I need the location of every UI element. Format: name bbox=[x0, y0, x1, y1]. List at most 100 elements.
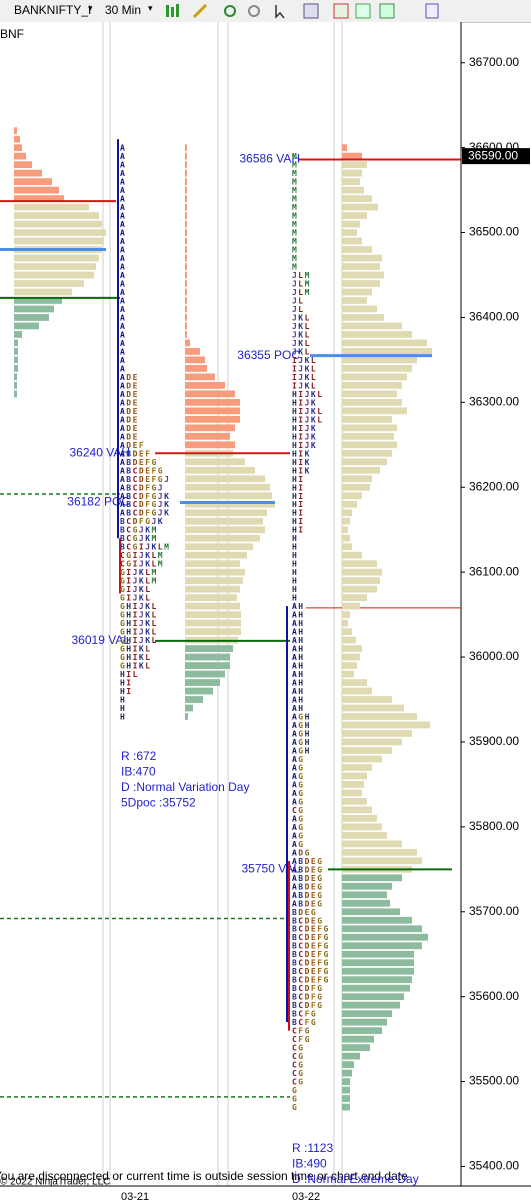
tpo-letter: H bbox=[126, 636, 131, 645]
tpo-row: AG bbox=[292, 763, 303, 772]
volume-bar bbox=[14, 339, 18, 347]
interval-selector[interactable]: 30 Min bbox=[105, 3, 142, 17]
draw-icon[interactable] bbox=[192, 3, 208, 19]
tpo-letter: A bbox=[120, 211, 125, 220]
tpo-letter: B bbox=[298, 865, 303, 874]
tpo-letter: I bbox=[133, 559, 138, 568]
volume-bar bbox=[185, 365, 207, 372]
volume-bar bbox=[342, 466, 380, 474]
tpo-row: ADE bbox=[120, 432, 138, 441]
dropdown-arrow[interactable]: ▾ bbox=[88, 3, 93, 13]
bars-icon[interactable] bbox=[176, 4, 179, 17]
tpo-row: BCDFG bbox=[292, 984, 322, 993]
tpo-letter: M bbox=[292, 186, 297, 195]
tpo-letter: A bbox=[120, 271, 125, 280]
volume-bar bbox=[342, 543, 352, 551]
tpo-letter: J bbox=[158, 491, 163, 500]
tpo-letter: C bbox=[126, 525, 131, 534]
tpo-row: BCDEFG bbox=[292, 924, 329, 933]
tpo-letter: K bbox=[311, 423, 316, 432]
tpo-letter: J bbox=[158, 483, 163, 492]
zoom-in-icon[interactable] bbox=[224, 5, 236, 17]
tpo-letter: A bbox=[120, 160, 125, 169]
tpo-letter: B bbox=[298, 856, 303, 865]
tpo-letter: K bbox=[164, 491, 169, 500]
tpo-letter: A bbox=[292, 653, 297, 662]
tpo-letter: K bbox=[139, 568, 144, 577]
volume-bar bbox=[342, 1103, 350, 1111]
tpo-row: BCFG bbox=[292, 1009, 316, 1018]
tpo-row: HI bbox=[292, 517, 303, 526]
volume-bar bbox=[185, 254, 187, 262]
instrument-selector[interactable]: BANKNIFTY_I bbox=[14, 3, 92, 17]
volume-bar bbox=[342, 831, 387, 839]
volume-bar bbox=[185, 203, 187, 211]
tpo-letter: G bbox=[126, 551, 131, 560]
tpo-letter: M bbox=[292, 211, 297, 220]
tpo-letter: A bbox=[120, 347, 125, 356]
volume-bar bbox=[342, 636, 356, 644]
indicators-icon[interactable] bbox=[355, 3, 371, 19]
tpo-letter: G bbox=[298, 746, 303, 755]
tpo-letter: F bbox=[145, 483, 150, 492]
volume-bar bbox=[342, 687, 372, 695]
volume-bar bbox=[185, 670, 225, 678]
volume-bar bbox=[342, 611, 350, 619]
volume-bar bbox=[14, 305, 54, 313]
tpo-letter: H bbox=[120, 678, 125, 687]
tpo-letter: J bbox=[292, 321, 297, 330]
templates-icon[interactable] bbox=[425, 3, 439, 19]
bars-icon[interactable] bbox=[171, 7, 174, 17]
volume-bar bbox=[342, 1035, 374, 1043]
tpo-row: A bbox=[120, 237, 125, 246]
bars-icon[interactable] bbox=[166, 5, 169, 17]
tpo-letter: E bbox=[133, 415, 138, 424]
tpo-row: A bbox=[120, 262, 125, 271]
tpo-row: AH bbox=[292, 644, 303, 653]
volume-bar bbox=[14, 271, 94, 279]
volume-bar bbox=[14, 390, 17, 398]
volume-bar bbox=[342, 381, 402, 389]
tpo-letter: D bbox=[305, 941, 310, 950]
tpo-row: A bbox=[120, 143, 125, 152]
volume-bar bbox=[342, 449, 392, 457]
tpo-letter: A bbox=[120, 287, 125, 296]
tpo-row: A bbox=[120, 203, 125, 212]
tpo-row: H bbox=[292, 542, 297, 551]
volume-bar bbox=[342, 305, 377, 313]
data-box-icon[interactable] bbox=[303, 3, 319, 19]
tpo-letter: B bbox=[298, 882, 303, 891]
tpo-letter: M bbox=[292, 220, 297, 229]
tpo-letter: B bbox=[298, 899, 303, 908]
tpo-letter: M bbox=[305, 271, 310, 280]
tpo-letter: G bbox=[158, 474, 163, 483]
volume-bar bbox=[14, 220, 102, 228]
volume-bar bbox=[185, 398, 240, 406]
strategies-icon[interactable] bbox=[379, 3, 395, 19]
volume-bar bbox=[342, 348, 432, 355]
tpo-row: HI bbox=[292, 508, 303, 517]
tpo-letter: L bbox=[311, 372, 316, 381]
tpo-letter: L bbox=[152, 619, 157, 628]
tpo-letter: A bbox=[120, 474, 125, 483]
tpo-letter: L bbox=[317, 389, 322, 398]
tpo-letter: J bbox=[139, 636, 144, 645]
tpo-letter: H bbox=[292, 491, 297, 500]
zoom-out-icon[interactable] bbox=[248, 5, 260, 17]
tpo-letter: H bbox=[292, 525, 297, 534]
dropdown-arrow[interactable]: ▾ bbox=[148, 3, 153, 13]
tpo-letter: A bbox=[120, 440, 125, 449]
properties-icon[interactable] bbox=[333, 3, 349, 19]
volume-bar bbox=[185, 594, 237, 602]
volume-bar bbox=[342, 806, 372, 814]
y-tick-label: 35400.00 bbox=[469, 1159, 519, 1173]
tpo-row: HIJKL bbox=[292, 406, 322, 415]
tpo-letter: A bbox=[292, 797, 297, 806]
tpo-letter: C bbox=[298, 941, 303, 950]
tpo-row: H bbox=[120, 704, 125, 713]
tpo-letter: K bbox=[145, 602, 150, 611]
pointer-icon[interactable] bbox=[275, 5, 285, 19]
tpo-letter: M bbox=[292, 245, 297, 254]
tpo-letter: I bbox=[126, 568, 131, 577]
